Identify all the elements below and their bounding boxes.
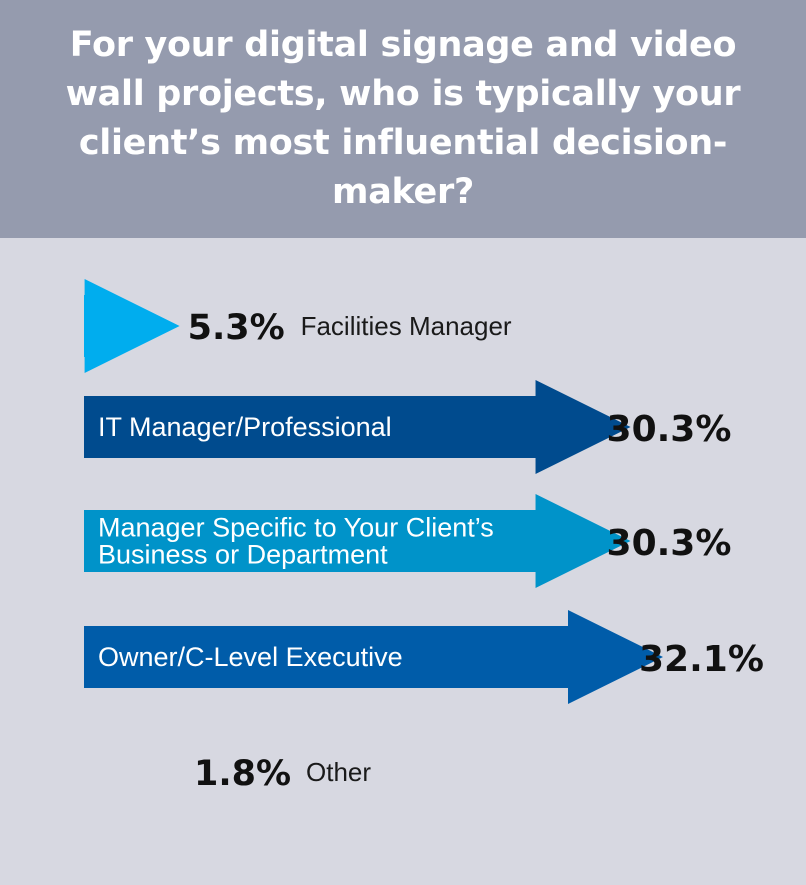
value-label-1: 30.3% (607, 409, 732, 450)
chart-title: For your digital signage and video wall … (65, 25, 741, 212)
category-label-0: Facilities Manager (301, 311, 512, 341)
arrow-bar-2 (84, 494, 631, 588)
value-label-3: 32.1% (639, 639, 764, 680)
chart-area: 5.3% Facilities Manager IT Manager/Profess… (0, 238, 806, 885)
category-label-line: Owner/C-Level Executive (98, 642, 403, 672)
value-label-4: 1.8% (194, 754, 291, 794)
value-label-2: 30.3% (607, 523, 732, 564)
arrow-bar-0 (84, 279, 180, 373)
chart-header: For your digital signage and video wall … (0, 0, 806, 238)
value-label-0: 5.3% (188, 308, 285, 348)
category-label-3: Owner/C-Level Executive (98, 642, 403, 672)
category-label-4: Other (306, 757, 371, 787)
arrow-bar-1 (84, 380, 631, 474)
category-label-2: Manager Specific to Your Client’s Busines… (98, 513, 494, 570)
category-label-line: Manager Specific to Your Client’s (98, 513, 494, 543)
arrow-bar-3 (84, 610, 663, 704)
category-label-1: IT Manager/Professional (98, 412, 392, 442)
arrow-bar-chart: 5.3% Facilities Manager IT Manager/Profess… (84, 279, 764, 794)
category-label-line: IT Manager/Professional (98, 412, 392, 442)
category-label-line: Business or Department (98, 540, 388, 570)
